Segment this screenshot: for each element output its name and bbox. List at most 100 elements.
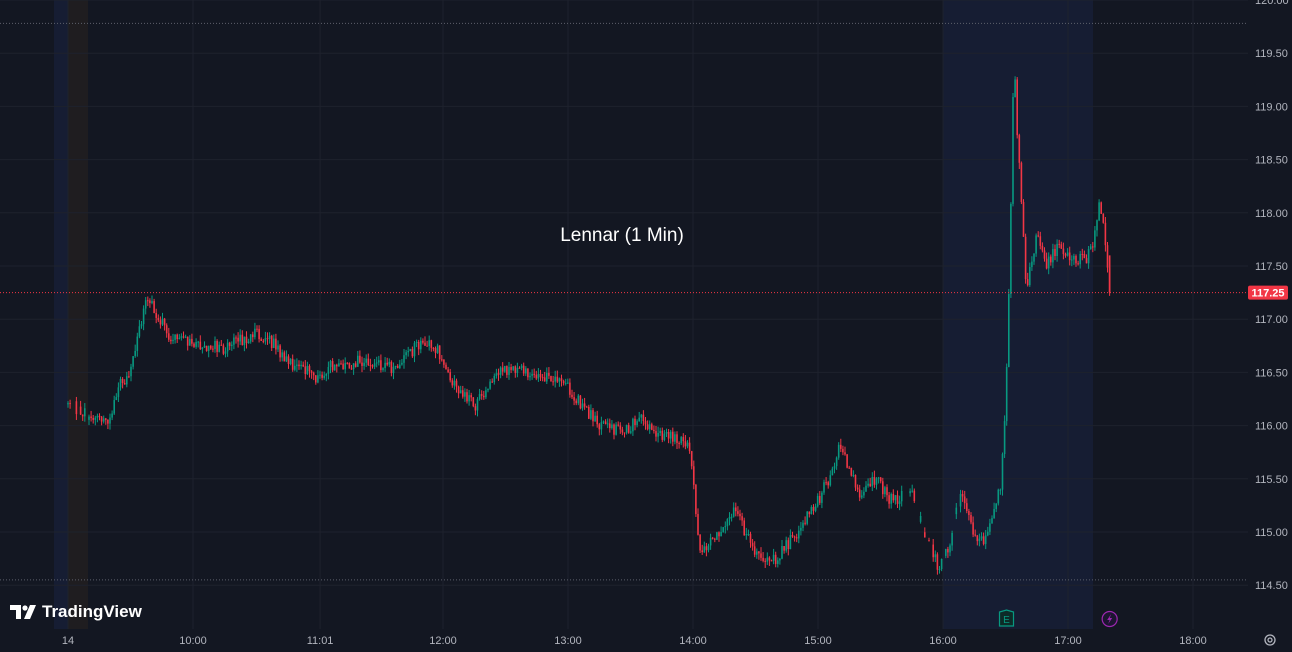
candle-body: [390, 361, 393, 374]
candle-body: [186, 336, 189, 346]
candle-body: [592, 410, 594, 422]
candle-body: [434, 348, 437, 353]
candle-body: [459, 390, 462, 394]
candle-body: [1089, 246, 1092, 250]
candle-body: [596, 415, 598, 425]
x-tick-label: 14: [62, 635, 74, 647]
candle-body: [785, 540, 787, 551]
candle-body: [835, 457, 838, 467]
candle-body: [163, 318, 166, 326]
candle-body: [686, 442, 689, 447]
candle-body: [598, 424, 601, 430]
candle-body: [264, 338, 267, 342]
candle-body: [352, 363, 355, 370]
settings-gear-icon[interactable]: [1263, 633, 1277, 647]
candle-body: [224, 351, 227, 354]
candle-body: [1098, 202, 1100, 221]
candle-body: [417, 341, 420, 350]
candle-body: [768, 557, 771, 561]
candle-body: [424, 342, 426, 346]
candle-body: [684, 441, 687, 447]
candle-body: [846, 454, 848, 468]
candle-body: [606, 423, 609, 425]
candle-body: [814, 506, 817, 511]
candle-body: [1100, 202, 1102, 214]
candle-body: [690, 451, 693, 467]
candle-body: [867, 483, 869, 486]
candle-body: [535, 374, 538, 379]
last-price-value: 117.25: [1251, 288, 1284, 300]
candle-body: [226, 342, 229, 352]
candle-body: [932, 544, 934, 558]
candle-body: [978, 538, 981, 542]
candle-body: [613, 424, 615, 435]
candle-body: [947, 549, 949, 553]
candle-body: [970, 515, 972, 523]
candle-body: [140, 324, 143, 327]
candle-body: [168, 333, 170, 340]
candle-body: [718, 532, 720, 537]
candle-body: [1064, 254, 1067, 256]
candle-body: [205, 345, 208, 351]
candle-body: [854, 475, 857, 488]
candle-body: [861, 495, 863, 498]
y-tick-label: 114.50: [1255, 580, 1288, 592]
y-tick-label: 115.00: [1255, 527, 1288, 539]
candle-body: [966, 503, 968, 512]
candle-body: [997, 489, 1000, 504]
candle-body: [510, 367, 512, 370]
candle-body: [279, 345, 281, 358]
candle-body: [375, 362, 378, 364]
candle-body: [407, 351, 409, 353]
candle-body: [569, 382, 571, 395]
candle-body: [714, 538, 716, 540]
candle-body: [529, 375, 531, 378]
candle-body: [699, 534, 701, 551]
candle-body: [577, 395, 580, 404]
candle-body: [882, 481, 884, 495]
candle-body: [426, 345, 428, 347]
candle-body: [69, 403, 71, 405]
candle-body: [1079, 253, 1081, 265]
candle-body: [991, 518, 993, 524]
candle-body: [777, 560, 779, 564]
candle-body: [144, 300, 147, 309]
candle-body: [1071, 259, 1073, 261]
candle-body: [667, 431, 670, 439]
candle-body: [743, 520, 745, 536]
candle-body: [657, 433, 659, 437]
candle-body: [627, 425, 630, 433]
candle-body: [564, 383, 567, 385]
candle-body: [665, 431, 668, 434]
candle-body: [543, 377, 546, 382]
candle-body: [1052, 249, 1054, 263]
candle-body: [283, 352, 286, 362]
candle-body: [438, 345, 441, 360]
candle-body: [1058, 243, 1060, 245]
candle-body: [1106, 245, 1109, 268]
candle-body: [993, 509, 995, 519]
candle-body: [308, 365, 311, 372]
tradingview-logo-mark-icon: [10, 605, 36, 619]
candle-body: [959, 493, 962, 507]
candle-body: [123, 383, 126, 385]
lightning-icon[interactable]: [1101, 610, 1118, 628]
candle-body: [260, 339, 262, 341]
earnings-icon[interactable]: E: [998, 609, 1015, 627]
candle-body: [468, 395, 470, 402]
candle-body: [413, 342, 416, 357]
candle-body: [506, 366, 508, 375]
candle-body: [938, 569, 941, 571]
candle-body: [333, 364, 336, 371]
candle-body: [676, 434, 678, 443]
candle-body: [1043, 250, 1046, 259]
candle-body: [924, 532, 926, 538]
candle-body: [1075, 255, 1077, 264]
candle-body: [900, 490, 903, 502]
candle-body: [556, 376, 559, 382]
candle-body: [766, 557, 769, 562]
candle-body: [436, 345, 439, 353]
candle-body: [411, 349, 414, 357]
candle-body: [663, 433, 666, 440]
